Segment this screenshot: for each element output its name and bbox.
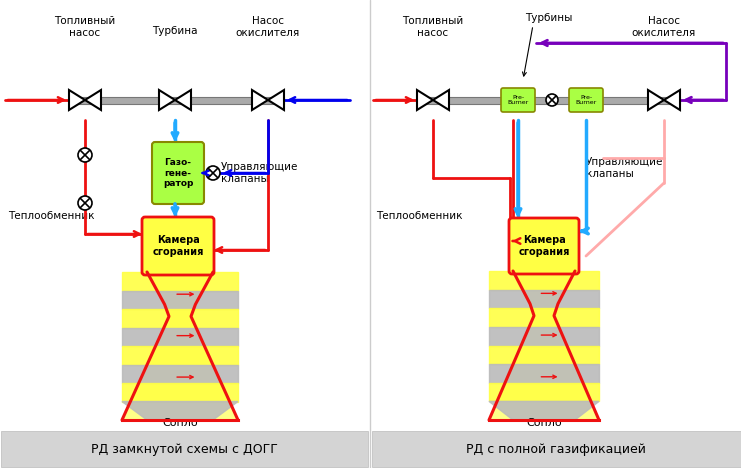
FancyBboxPatch shape bbox=[501, 88, 535, 112]
Text: Управляющие
клапаны: Управляющие клапаны bbox=[586, 157, 663, 179]
Polygon shape bbox=[489, 271, 599, 420]
Text: Pre-
Burner: Pre- Burner bbox=[575, 95, 597, 105]
Bar bbox=[372, 431, 741, 467]
Polygon shape bbox=[505, 92, 518, 109]
Bar bbox=[1, 431, 368, 467]
Text: Насос
окислителя: Насос окислителя bbox=[632, 16, 696, 38]
Text: Управляющие
клапаны: Управляющие клапаны bbox=[221, 162, 299, 184]
Polygon shape bbox=[489, 290, 599, 308]
Polygon shape bbox=[268, 90, 284, 110]
Text: РД с полной газификацией: РД с полной газификацией bbox=[466, 443, 646, 455]
Polygon shape bbox=[122, 328, 238, 346]
Circle shape bbox=[78, 196, 92, 210]
Text: Теплообменник: Теплообменник bbox=[376, 211, 462, 221]
Text: Сопло: Сопло bbox=[526, 418, 562, 428]
Polygon shape bbox=[122, 291, 238, 309]
Circle shape bbox=[78, 148, 92, 162]
Polygon shape bbox=[85, 90, 101, 110]
FancyBboxPatch shape bbox=[569, 88, 603, 112]
Text: Газо-
гене-
ратор: Газо- гене- ратор bbox=[163, 158, 193, 188]
Polygon shape bbox=[252, 90, 268, 110]
Polygon shape bbox=[573, 92, 586, 109]
Text: Топливный
насос: Топливный насос bbox=[54, 16, 116, 38]
Polygon shape bbox=[489, 308, 599, 327]
Circle shape bbox=[546, 94, 558, 106]
Polygon shape bbox=[122, 309, 238, 328]
Bar bbox=[417, 96, 680, 103]
Polygon shape bbox=[122, 365, 238, 383]
Polygon shape bbox=[69, 90, 85, 110]
FancyBboxPatch shape bbox=[142, 217, 214, 275]
Polygon shape bbox=[122, 383, 238, 402]
Text: Теплообменник: Теплообменник bbox=[8, 211, 95, 221]
Text: Топливный
насос: Топливный насос bbox=[402, 16, 464, 38]
Polygon shape bbox=[489, 402, 599, 420]
Polygon shape bbox=[489, 271, 599, 290]
Text: Камера
сгорания: Камера сгорания bbox=[153, 235, 204, 257]
Polygon shape bbox=[122, 402, 238, 420]
Circle shape bbox=[206, 166, 220, 180]
Polygon shape bbox=[122, 272, 238, 420]
Text: Насос
окислителя: Насос окислителя bbox=[236, 16, 300, 38]
FancyBboxPatch shape bbox=[152, 142, 204, 204]
Text: РД замкнутой схемы с ДОГГ: РД замкнутой схемы с ДОГГ bbox=[90, 443, 277, 455]
FancyBboxPatch shape bbox=[509, 218, 579, 274]
Polygon shape bbox=[648, 90, 664, 110]
Polygon shape bbox=[159, 90, 175, 110]
Polygon shape bbox=[489, 383, 599, 402]
Bar bbox=[69, 96, 284, 103]
Polygon shape bbox=[489, 345, 599, 364]
Polygon shape bbox=[489, 327, 599, 345]
Polygon shape bbox=[489, 364, 599, 383]
Text: Турбины: Турбины bbox=[525, 13, 573, 23]
Polygon shape bbox=[417, 90, 433, 110]
Polygon shape bbox=[586, 92, 599, 109]
Text: Турбина: Турбина bbox=[152, 26, 198, 36]
Polygon shape bbox=[664, 90, 680, 110]
Polygon shape bbox=[122, 346, 238, 365]
Text: Pre-
Burner: Pre- Burner bbox=[508, 95, 528, 105]
Polygon shape bbox=[518, 92, 531, 109]
Polygon shape bbox=[122, 272, 238, 291]
Polygon shape bbox=[433, 90, 449, 110]
Text: Сопло: Сопло bbox=[162, 418, 198, 428]
Polygon shape bbox=[175, 90, 191, 110]
Text: Камера
сгорания: Камера сгорания bbox=[518, 235, 570, 257]
